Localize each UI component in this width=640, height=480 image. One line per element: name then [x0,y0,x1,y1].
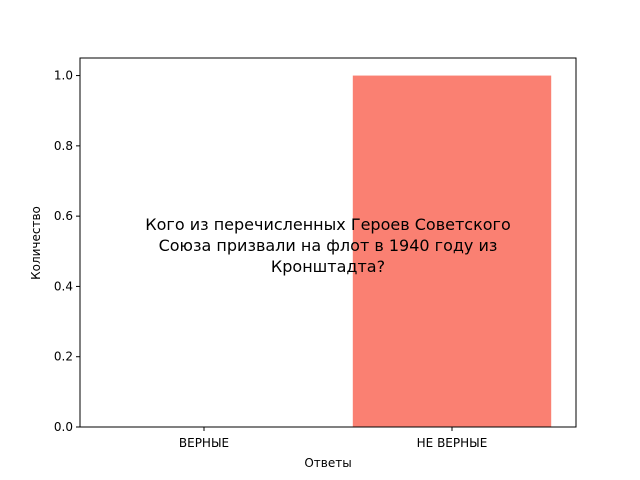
question-annotation: Кого из перечисленных Героев Советского С… [145,215,510,276]
annotation-line: Кого из перечисленных Героев Советского [145,215,510,234]
y-tick-label: 0.2 [54,350,73,364]
y-tick-label: 0.8 [54,139,73,153]
axes-group [79,57,577,428]
plot-frame [79,57,577,428]
bar-2 [352,75,552,428]
x-tick-label: НЕ ВЕРНЫЕ [417,436,488,450]
y-tick-label: 0.0 [54,420,73,434]
y-tick-label: 0.6 [54,209,73,223]
bars-group [352,75,552,428]
x-axis-label: Ответы [304,456,351,470]
x-tick-label: ВЕРНЫЕ [179,436,229,450]
y-tick-label: 1.0 [54,69,73,83]
y-axis-ticks: 0.0 0.2 0.4 0.6 0.8 1.0 [54,69,80,434]
y-axis-label: Количество [29,206,43,280]
annotation-line: Союза призвали на флот в 1940 году из [159,236,498,255]
annotation-line: Кронштадта? [271,257,385,276]
y-tick-label: 0.4 [54,279,73,293]
x-axis-ticks: ВЕРНЫЕ НЕ ВЕРНЫЕ [179,427,487,450]
